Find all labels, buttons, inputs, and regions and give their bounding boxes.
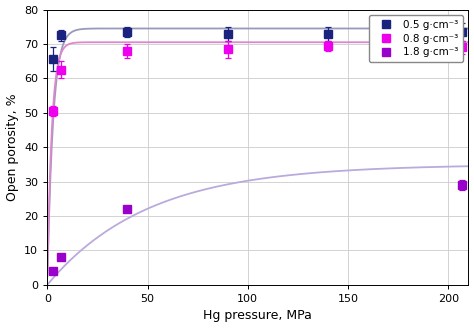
Line: 0.8 g·cm⁻³: 0.8 g·cm⁻³ xyxy=(49,42,466,115)
0.8 g·cm⁻³ xyxy=(58,68,64,72)
0.8 g·cm⁻³ xyxy=(225,47,231,51)
0.5 g·cm⁻³ xyxy=(225,32,231,36)
0.5 g·cm⁻³ xyxy=(460,30,465,34)
0.8 g·cm⁻³ xyxy=(50,109,56,113)
X-axis label: Hg pressure, MPa: Hg pressure, MPa xyxy=(203,309,312,322)
0.5 g·cm⁻³ xyxy=(58,33,64,37)
1.8 g·cm⁻³ xyxy=(58,256,64,259)
Line: 0.5 g·cm⁻³: 0.5 g·cm⁻³ xyxy=(49,28,466,63)
0.8 g·cm⁻³ xyxy=(460,46,465,50)
Y-axis label: Open porosity, %: Open porosity, % xyxy=(6,93,18,201)
Line: 1.8 g·cm⁻³: 1.8 g·cm⁻³ xyxy=(49,181,466,275)
0.5 g·cm⁻³ xyxy=(50,57,56,61)
0.5 g·cm⁻³ xyxy=(325,32,331,36)
1.8 g·cm⁻³ xyxy=(460,183,465,187)
1.8 g·cm⁻³ xyxy=(125,207,130,211)
1.8 g·cm⁻³ xyxy=(50,269,56,273)
0.8 g·cm⁻³ xyxy=(125,49,130,53)
Legend: 0.5 g·cm⁻³, 0.8 g·cm⁻³, 1.8 g·cm⁻³: 0.5 g·cm⁻³, 0.8 g·cm⁻³, 1.8 g·cm⁻³ xyxy=(369,15,463,62)
0.8 g·cm⁻³ xyxy=(325,44,331,48)
0.5 g·cm⁻³ xyxy=(125,30,130,34)
